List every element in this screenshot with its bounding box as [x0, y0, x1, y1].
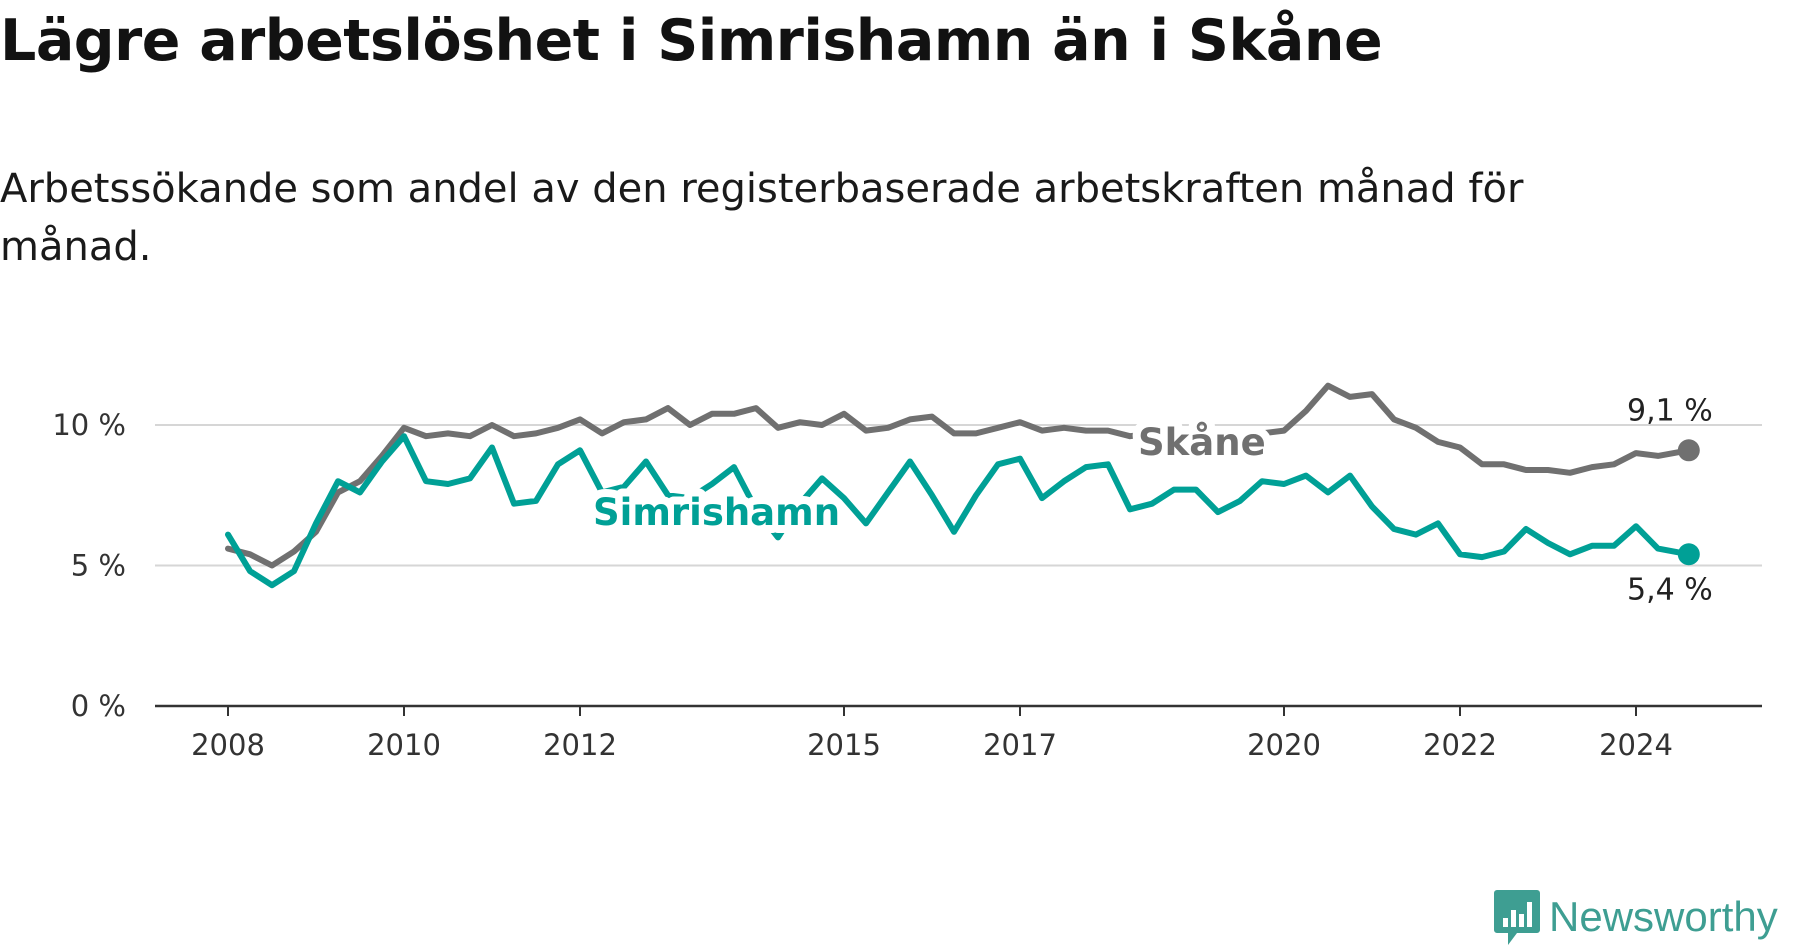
series-line-0 [225, 382, 1692, 569]
x-tick-label: 2012 [543, 728, 617, 762]
series-label-halo: Simrishamn [593, 491, 840, 534]
y-tick-label: 5 % [71, 549, 126, 583]
end-value-label: 5,4 % [1627, 572, 1713, 607]
x-tick-label: 2024 [1599, 728, 1673, 762]
brand-name: Newsworthy [1549, 893, 1778, 940]
series-label: Skåne [1138, 421, 1266, 464]
end-point [1677, 439, 1700, 462]
y-tick-label: 0 % [71, 689, 126, 723]
newsworthy-logo: Newsworthy [1493, 888, 1778, 946]
x-tick-label: 2010 [367, 728, 441, 762]
x-tick-label: 2020 [1247, 728, 1321, 762]
series-label: Simrishamn [593, 491, 840, 534]
x-tick-label: 2015 [807, 728, 881, 762]
chart-title: Lägre arbetslöshet i Simrishamn än i Skå… [0, 8, 1383, 74]
end-points: 9,1 % 5,4 % [1627, 393, 1713, 607]
newsworthy-logo-icon [1494, 890, 1540, 945]
y-axis: 0 % 5 % 10 % [52, 408, 126, 723]
series-lines [225, 382, 1692, 589]
series-line-1 [225, 433, 1692, 589]
x-axis: 2008 2010 2012 2015 2017 2020 2022 2024 [191, 706, 1673, 762]
end-value-label: 9,1 % [1627, 393, 1713, 428]
x-tick-label: 2022 [1423, 728, 1497, 762]
x-tick-label: 2017 [983, 728, 1057, 762]
y-tick-label: 10 % [52, 408, 126, 442]
chart-subtitle: Arbetssökande som andel av den registerb… [0, 166, 1524, 270]
x-tick-label: 2008 [191, 728, 265, 762]
series-label-halo: Skåne [1138, 421, 1266, 464]
end-point [1677, 543, 1700, 566]
grid-lines [155, 424, 1762, 567]
